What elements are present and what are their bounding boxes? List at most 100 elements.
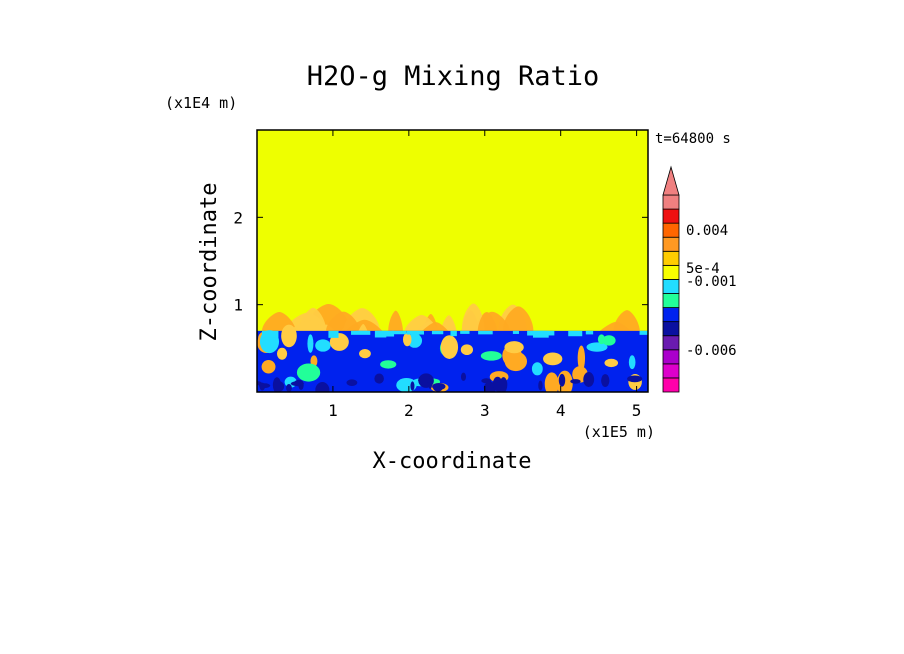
mixed-layer-top-strip (460, 330, 470, 334)
mixed-layer-eddy (460, 344, 474, 356)
mixed-layer-eddy (586, 342, 608, 352)
mixed-layer-top-strip (262, 330, 269, 335)
mixed-layer-eddy (276, 347, 288, 360)
mixed-layer-top-strip (585, 330, 594, 335)
mixed-layer-top-strip (328, 330, 339, 338)
surface-eddy (558, 373, 566, 387)
mixed-layer-top-strip (450, 330, 457, 337)
surface-eddy (374, 373, 384, 384)
mixed-layer-eddy (504, 341, 524, 354)
y-scale-label: (x1E4 m) (165, 94, 237, 112)
x-tick-label: 4 (556, 401, 566, 420)
surface-eddy (274, 381, 285, 392)
surface-eddy (346, 379, 358, 386)
plume-features (261, 303, 640, 336)
mixed-layer-eddy (315, 339, 331, 352)
x-axis-title: X-coordinate (373, 449, 532, 474)
plume (477, 312, 493, 335)
time-label: t=64800 s (655, 131, 731, 147)
surface-eddy (315, 381, 330, 392)
surface-eddy (460, 372, 467, 381)
y-tick-label: 2 (233, 208, 243, 227)
mixed-layer-top-strip (391, 330, 407, 335)
colorbar-level (662, 194, 680, 210)
mixed-layer-eddy (543, 352, 563, 366)
colorbar-level (662, 335, 680, 351)
colorbar-level (662, 222, 680, 238)
colorbar-label: -0.001 (686, 274, 737, 290)
mixed-layer-eddy (577, 345, 586, 371)
colorbar-level (662, 264, 680, 280)
mixed-layer-eddy (531, 362, 543, 376)
x-tick-label: 5 (632, 401, 642, 420)
surface-eddy (601, 374, 610, 388)
mixed-layer-eddy (628, 355, 636, 370)
x-axis: 1 2 3 4 5 (328, 130, 641, 420)
colorbar-label: -0.006 (686, 343, 737, 359)
surface-eddy (418, 377, 432, 383)
colorbar-level (662, 321, 680, 337)
x-tick-label: 3 (480, 401, 490, 420)
colorbar: 0.004 5e-4-0.001 -0.006 (662, 165, 737, 393)
x-tick-label: 1 (328, 401, 338, 420)
mixed-layer-eddy (380, 360, 397, 369)
mixed-layer-eddy (544, 372, 559, 392)
surface-eddy (627, 375, 643, 383)
mixed-layer-top-strip (533, 330, 549, 338)
surface-eddy (538, 380, 543, 391)
plume (502, 306, 534, 335)
surface-eddy (432, 382, 446, 391)
y-axis: 12 (233, 208, 648, 315)
mixed-layer-top-strip (478, 330, 493, 335)
colorbar-level (662, 250, 680, 266)
y-axis-title: Z-coordinate (197, 183, 222, 342)
plot-area (257, 130, 648, 392)
surface-eddy (286, 384, 292, 392)
surface-eddy (583, 372, 595, 387)
plume (325, 311, 361, 335)
colorbar-overflow-arrow (662, 165, 680, 196)
surface-eddy (428, 375, 433, 390)
colorbar-level (662, 307, 680, 323)
chart-title: H2O-g Mixing Ratio (307, 61, 600, 92)
mixed-layer-eddy (440, 335, 459, 359)
mixed-layer-eddy (281, 324, 297, 348)
plume (388, 310, 404, 335)
mixed-layer-eddy (604, 358, 619, 368)
mixed-layer-eddy (307, 334, 314, 353)
mixed-layer-top-strip (568, 330, 583, 337)
surface-eddy (570, 379, 581, 384)
x-tick-label: 2 (404, 401, 414, 420)
y-tick-label: 1 (233, 296, 243, 315)
mixed-layer-top-strip (261, 330, 279, 338)
colorbar-level (662, 377, 680, 393)
surface-eddy (290, 381, 304, 387)
mixed-layer-features (257, 324, 648, 392)
x-scale-label: (x1E5 m) (583, 423, 655, 441)
mixed-layer-top-strip (639, 330, 648, 335)
colorbar-label: 5e-4 (686, 261, 720, 277)
mixed-layer-eddy (480, 351, 502, 361)
mixed-layer-eddy (359, 349, 371, 359)
mixed-layer-top-strip (375, 330, 395, 337)
mixed-layer-top-strip (431, 330, 444, 335)
colorbar-level (662, 363, 680, 379)
mixed-layer-top-strip (406, 330, 425, 335)
mixed-layer-top-strip (356, 330, 369, 335)
mixed-layer-top-strip (512, 330, 519, 334)
colorbar-level (662, 293, 680, 308)
colorbar-level (662, 279, 680, 294)
colorbar-level (662, 236, 680, 252)
surface-eddy (410, 381, 415, 391)
plot-frame (256, 129, 649, 393)
mixed-layer-eddy (296, 363, 321, 382)
colorbar-label: 0.004 (686, 223, 728, 239)
surface-eddy (492, 376, 503, 392)
surface-eddy (259, 382, 265, 391)
mixed-layer-eddy (261, 359, 276, 374)
mixed-layer-eddy (602, 335, 616, 346)
colorbar-level (662, 349, 680, 365)
mixed-layer-eddy (402, 332, 412, 347)
colorbar-level (662, 208, 680, 224)
